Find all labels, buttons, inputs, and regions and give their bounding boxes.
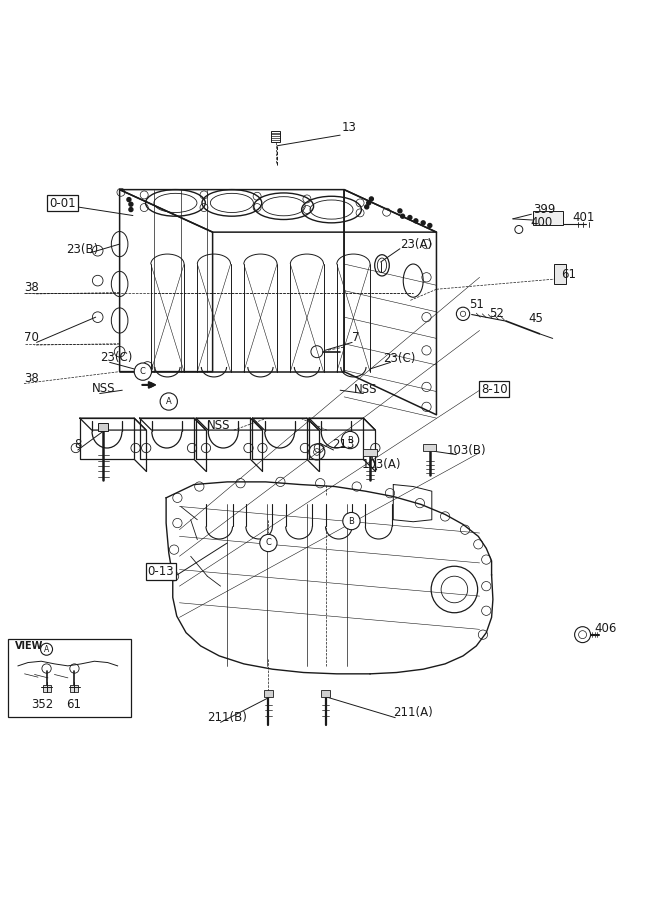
Circle shape [41,644,53,655]
Text: 211(B): 211(B) [207,711,247,724]
Text: 0-01: 0-01 [49,196,76,210]
Circle shape [365,205,369,209]
Circle shape [428,223,432,228]
Text: 401: 401 [573,212,595,224]
Text: 45: 45 [528,312,543,325]
Text: 23(C): 23(C) [384,352,416,365]
Text: A: A [44,644,49,653]
Text: 213: 213 [332,438,355,451]
Circle shape [342,431,359,449]
Bar [263,690,273,698]
Text: 51: 51 [469,298,484,310]
Text: NSS: NSS [92,382,115,395]
Text: 103(A): 103(A) [362,458,402,472]
Text: 8-10: 8-10 [481,382,508,395]
Circle shape [401,214,405,218]
Bar [271,130,279,142]
Circle shape [129,202,133,206]
Text: C: C [265,538,271,547]
Circle shape [408,215,412,220]
Text: 13: 13 [342,122,356,134]
Text: 38: 38 [24,281,39,294]
Circle shape [127,198,131,202]
Bar [423,444,436,451]
Text: 23(C): 23(C) [99,351,132,364]
Text: 52: 52 [489,308,504,320]
Text: 400: 400 [531,216,553,229]
Text: 0-13: 0-13 [147,565,174,578]
Bar [364,449,377,456]
Text: 8: 8 [75,438,82,451]
Text: 38: 38 [24,372,39,385]
Text: 23(A): 23(A) [400,238,432,251]
Bar [533,211,563,226]
Bar [43,685,51,692]
Text: NSS: NSS [354,382,377,395]
Bar [8,639,131,717]
Text: VIEW: VIEW [15,641,43,651]
Circle shape [129,208,133,211]
Circle shape [367,201,371,205]
Text: C: C [140,367,146,376]
Text: 61: 61 [67,698,81,711]
Text: 352: 352 [31,698,53,711]
Text: 61: 61 [562,267,576,281]
Circle shape [398,209,402,213]
Circle shape [259,535,277,552]
Text: 211(A): 211(A) [394,706,433,719]
Text: 103(B): 103(B) [446,444,486,456]
Text: 399: 399 [533,203,555,216]
Circle shape [134,363,151,381]
Text: B: B [347,436,353,445]
Text: 7: 7 [352,330,360,344]
Text: 406: 406 [594,622,617,634]
Circle shape [160,393,177,410]
Bar [554,264,566,284]
Circle shape [343,512,360,530]
Text: 23(B): 23(B) [67,243,99,256]
Text: A: A [166,397,171,406]
Text: NSS: NSS [207,419,231,432]
Text: B: B [348,517,354,526]
Circle shape [370,197,374,201]
Bar [71,685,79,692]
Bar [321,690,330,698]
Bar [97,423,108,431]
Circle shape [414,219,418,223]
Circle shape [421,220,425,225]
Text: 70: 70 [24,330,39,344]
